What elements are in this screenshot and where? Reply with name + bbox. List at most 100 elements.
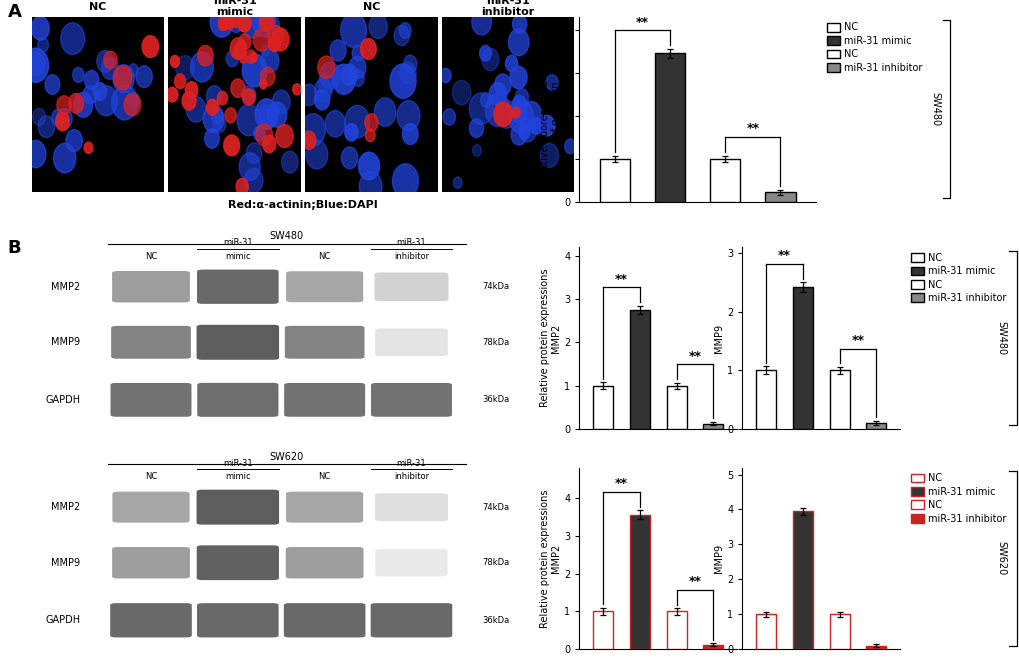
Bar — [593, 386, 612, 429]
Bar — [593, 611, 612, 649]
Text: NC: NC — [145, 472, 157, 482]
Circle shape — [505, 55, 518, 71]
Circle shape — [95, 86, 117, 116]
Bar — [654, 53, 685, 202]
Text: A: A — [8, 3, 21, 21]
Circle shape — [493, 102, 512, 127]
Circle shape — [242, 86, 256, 105]
Circle shape — [142, 36, 159, 57]
Text: SW480: SW480 — [996, 321, 1006, 355]
Circle shape — [306, 140, 327, 169]
Circle shape — [126, 92, 140, 109]
Circle shape — [489, 83, 506, 106]
Text: **: ** — [688, 350, 701, 362]
Circle shape — [260, 79, 267, 89]
Circle shape — [507, 100, 533, 133]
Circle shape — [57, 96, 71, 115]
Text: MMP9: MMP9 — [51, 557, 81, 567]
Bar — [865, 646, 886, 649]
Circle shape — [186, 97, 206, 123]
Circle shape — [314, 90, 329, 110]
Bar — [599, 159, 630, 202]
FancyBboxPatch shape — [371, 383, 451, 417]
Circle shape — [518, 118, 536, 142]
Text: B: B — [8, 239, 21, 257]
Circle shape — [185, 82, 198, 99]
Circle shape — [320, 62, 340, 89]
Circle shape — [239, 53, 247, 63]
Text: MMP2: MMP2 — [51, 502, 81, 512]
Circle shape — [218, 19, 227, 31]
Circle shape — [389, 64, 416, 99]
Bar — [703, 645, 722, 649]
Circle shape — [260, 67, 274, 86]
Circle shape — [210, 7, 233, 37]
Circle shape — [225, 108, 236, 123]
Circle shape — [228, 11, 244, 33]
Circle shape — [33, 109, 46, 125]
Circle shape — [519, 125, 529, 139]
Text: NC: NC — [89, 1, 107, 12]
Circle shape — [45, 75, 60, 95]
Circle shape — [374, 98, 395, 127]
Circle shape — [203, 105, 223, 133]
Circle shape — [393, 25, 409, 45]
Text: **: ** — [746, 123, 758, 135]
Text: SW480: SW480 — [269, 232, 304, 242]
FancyBboxPatch shape — [112, 547, 190, 579]
Circle shape — [25, 141, 46, 168]
Circle shape — [73, 93, 93, 117]
Circle shape — [230, 79, 245, 97]
Circle shape — [512, 95, 526, 115]
FancyBboxPatch shape — [285, 271, 363, 302]
Circle shape — [404, 55, 417, 73]
Circle shape — [332, 64, 355, 95]
Circle shape — [93, 83, 107, 101]
Circle shape — [253, 29, 270, 51]
FancyBboxPatch shape — [375, 549, 447, 576]
Circle shape — [272, 90, 289, 114]
Circle shape — [261, 45, 269, 57]
Circle shape — [84, 85, 97, 104]
Text: 78kDa: 78kDa — [482, 558, 508, 567]
Text: mimic: mimic — [225, 252, 251, 261]
Circle shape — [211, 107, 223, 124]
Circle shape — [72, 67, 84, 83]
Circle shape — [479, 45, 491, 61]
Text: miR-31: miR-31 — [396, 238, 426, 247]
Text: **: ** — [688, 575, 701, 589]
Bar — [792, 287, 812, 429]
FancyBboxPatch shape — [284, 326, 364, 359]
Circle shape — [325, 111, 345, 137]
Circle shape — [174, 74, 185, 89]
Circle shape — [512, 103, 526, 123]
Circle shape — [253, 7, 275, 37]
Text: NC: NC — [145, 252, 157, 261]
Circle shape — [540, 143, 558, 168]
FancyBboxPatch shape — [197, 545, 278, 580]
Text: 74kDa: 74kDa — [482, 503, 508, 511]
FancyBboxPatch shape — [284, 383, 365, 417]
Text: GAPDH: GAPDH — [45, 395, 81, 405]
Text: 78kDa: 78kDa — [482, 338, 508, 347]
Circle shape — [515, 89, 528, 106]
Y-axis label: MMP9: MMP9 — [713, 324, 723, 352]
Text: GAPDH: GAPDH — [45, 615, 81, 625]
Text: MMP2: MMP2 — [51, 282, 81, 292]
Bar — [709, 159, 740, 202]
Circle shape — [245, 168, 263, 193]
Circle shape — [512, 107, 520, 118]
Circle shape — [344, 105, 369, 138]
FancyBboxPatch shape — [197, 383, 278, 417]
Circle shape — [302, 131, 316, 149]
Legend: NC, miR-31 mimic, NC, miR-31 inhibitor: NC, miR-31 mimic, NC, miR-31 inhibitor — [825, 21, 922, 74]
Circle shape — [85, 71, 99, 89]
Bar — [666, 386, 686, 429]
FancyBboxPatch shape — [375, 328, 447, 356]
Circle shape — [271, 28, 288, 51]
Circle shape — [191, 52, 213, 82]
Circle shape — [217, 91, 227, 105]
Circle shape — [113, 65, 135, 93]
Text: miR-31
mimic: miR-31 mimic — [213, 0, 256, 17]
Circle shape — [136, 66, 152, 87]
